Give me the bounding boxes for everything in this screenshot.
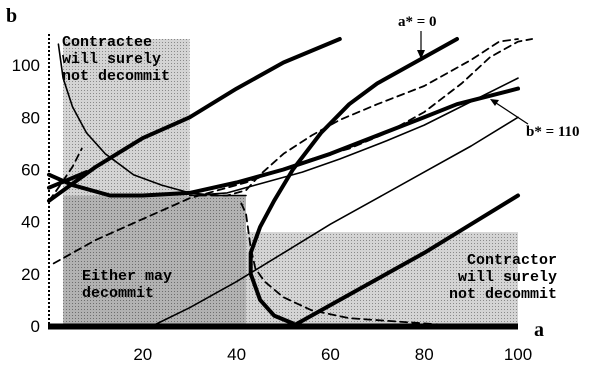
y-tick-label: 60 (21, 160, 40, 179)
annotation-a-star: a* = 0 (398, 14, 437, 59)
shaded-region (63, 195, 246, 326)
thin-curve (188, 77, 519, 197)
y-axis-label: b (6, 5, 17, 27)
annotation-a-star-arrowhead (417, 50, 425, 59)
y-tick-label: 40 (21, 213, 40, 232)
x-tick-label: 60 (321, 345, 340, 364)
dashed-curve (52, 38, 533, 265)
x-tick-label: 40 (227, 345, 246, 364)
annotation-a-star-text: a* = 0 (398, 14, 437, 30)
axes (48, 34, 518, 330)
tick-labels: 20 40 60 80 100 0 20 40 60 80 100 (12, 56, 533, 364)
x-tick-label: 20 (133, 345, 152, 364)
dashed-curve (48, 147, 83, 202)
x-tick-label: 80 (415, 345, 434, 364)
x-axis-label: a (534, 319, 544, 341)
y-tick-label: 80 (21, 108, 40, 127)
thick-curve (47, 86, 520, 198)
y-tick-label: 0 (31, 317, 40, 336)
region-label: Contractor will surely not decommit (449, 252, 557, 303)
region-label: Either may decommit (82, 268, 172, 302)
curves (47, 37, 533, 328)
annotation-b-star-arrow (492, 100, 529, 125)
annotation-b-star: b* = 110 (490, 99, 580, 140)
region-labels: Contractee will surely not decommit Either … (62, 34, 557, 303)
thick-curve (290, 193, 520, 328)
region-label: Contractee will surely not decommit (62, 34, 170, 85)
annotation-b-star-text: b* = 110 (526, 124, 580, 140)
dashed-curve (198, 38, 519, 197)
thick-curve (47, 170, 89, 190)
thin-curve (151, 116, 519, 327)
thick-curve (47, 37, 342, 203)
thick-curve (248, 37, 459, 326)
x-tick-label: 100 (504, 345, 532, 364)
y-tick-label: 100 (12, 56, 40, 75)
y-tick-label: 20 (21, 265, 40, 284)
annotation-b-star-arrowhead (490, 99, 499, 106)
